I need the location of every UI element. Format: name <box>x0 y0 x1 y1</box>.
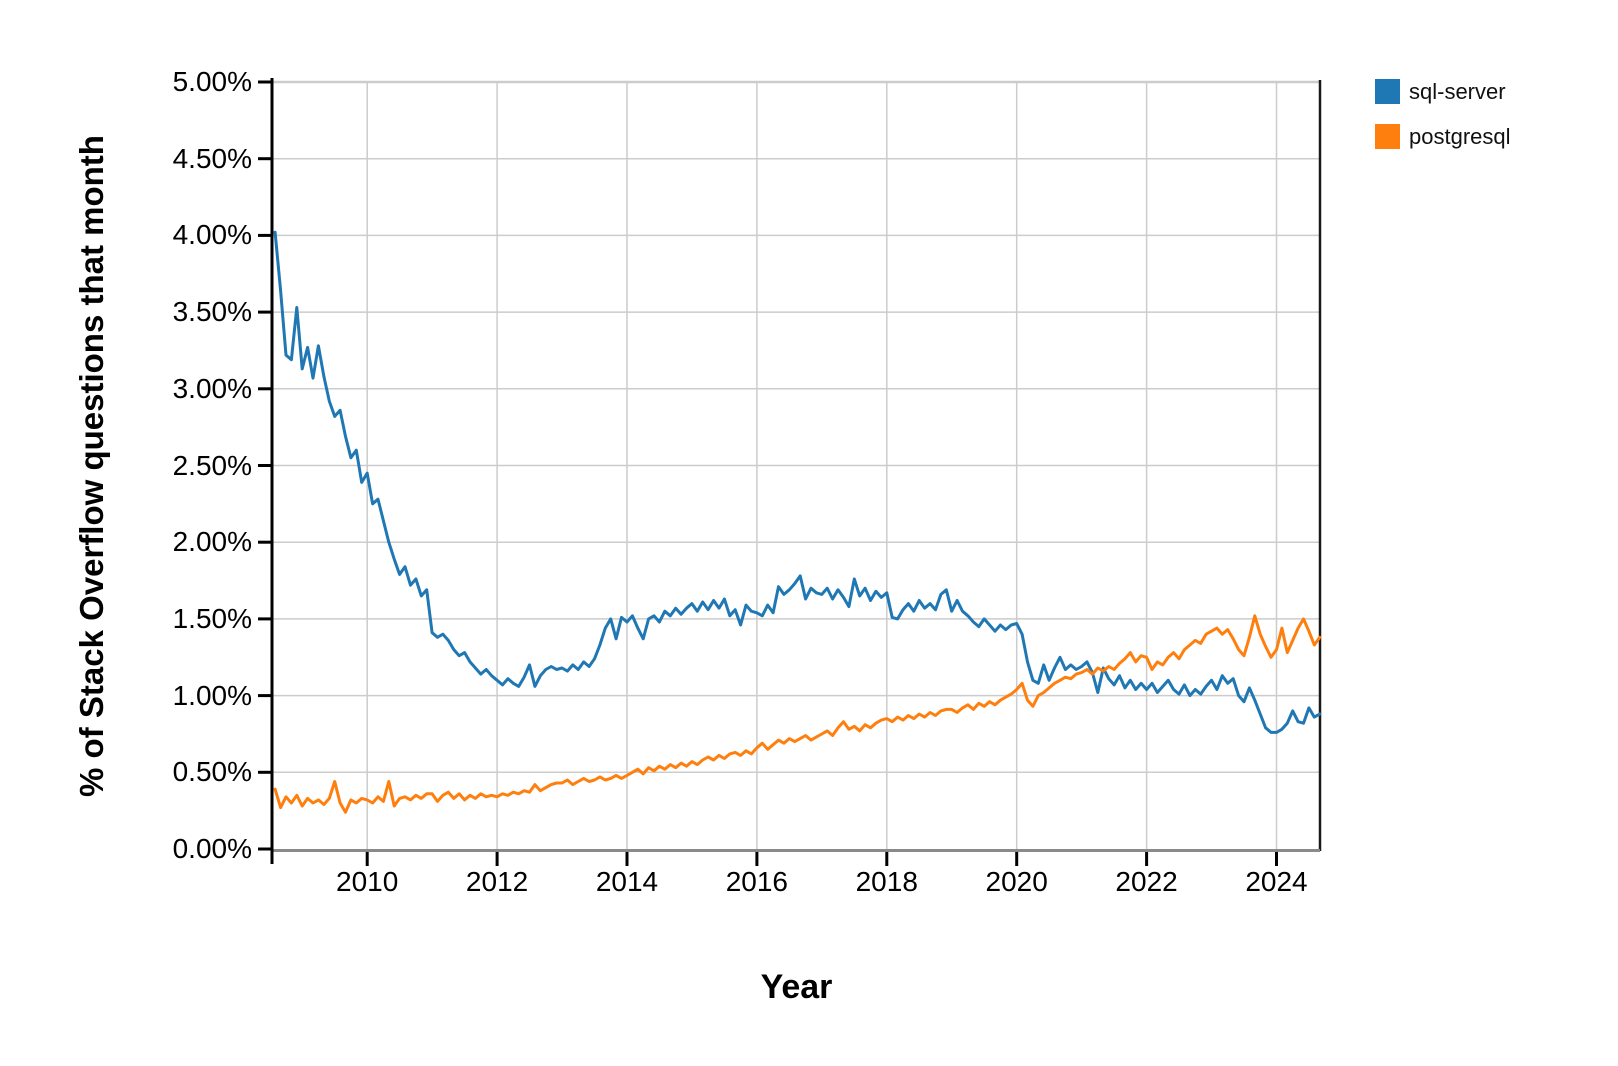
x-tick-label: 2016 <box>725 866 789 897</box>
x-tick-label: 2020 <box>985 866 1048 897</box>
y-tick-label: 5.00% <box>172 66 252 97</box>
y-tick-label: 1.50% <box>172 602 252 634</box>
y-tick-label: 0.50% <box>172 756 252 788</box>
y-tick-label: 3.50% <box>172 296 252 328</box>
x-tick-label: 2024 <box>1245 866 1308 897</box>
legend-label-sql-server: sql-server <box>1409 79 1506 104</box>
legend: sql-server postgresql <box>1375 79 1511 149</box>
y-tick-label: 2.50% <box>172 449 252 481</box>
y-tick-label: 1.00% <box>172 679 252 711</box>
x-tick-label: 2018 <box>855 866 918 897</box>
postgresql-line <box>273 614 1322 814</box>
x-tick-label: 2010 <box>336 866 399 897</box>
legend-item-postgresql: postgresql <box>1375 124 1511 149</box>
sql-server-line <box>273 230 1322 734</box>
y-tick-label: 0.00% <box>172 833 252 864</box>
x-tick-label: 2022 <box>1115 866 1178 897</box>
postgresql-swatch <box>1375 124 1400 149</box>
y-tick-label: 2.00% <box>172 526 252 558</box>
x-tick-label: 2014 <box>595 866 659 897</box>
legend-item-sql-server: sql-server <box>1375 79 1511 104</box>
sql-server-swatch <box>1375 79 1400 104</box>
legend-label-postgresql: postgresql <box>1409 124 1511 149</box>
y-tick-label: 3.00% <box>172 372 252 404</box>
x-axis-title: Year <box>760 968 833 1006</box>
x-tick-label: 2012 <box>465 866 529 897</box>
y-tick-label: 4.00% <box>172 219 252 251</box>
y-tick-label: 4.50% <box>172 142 252 174</box>
